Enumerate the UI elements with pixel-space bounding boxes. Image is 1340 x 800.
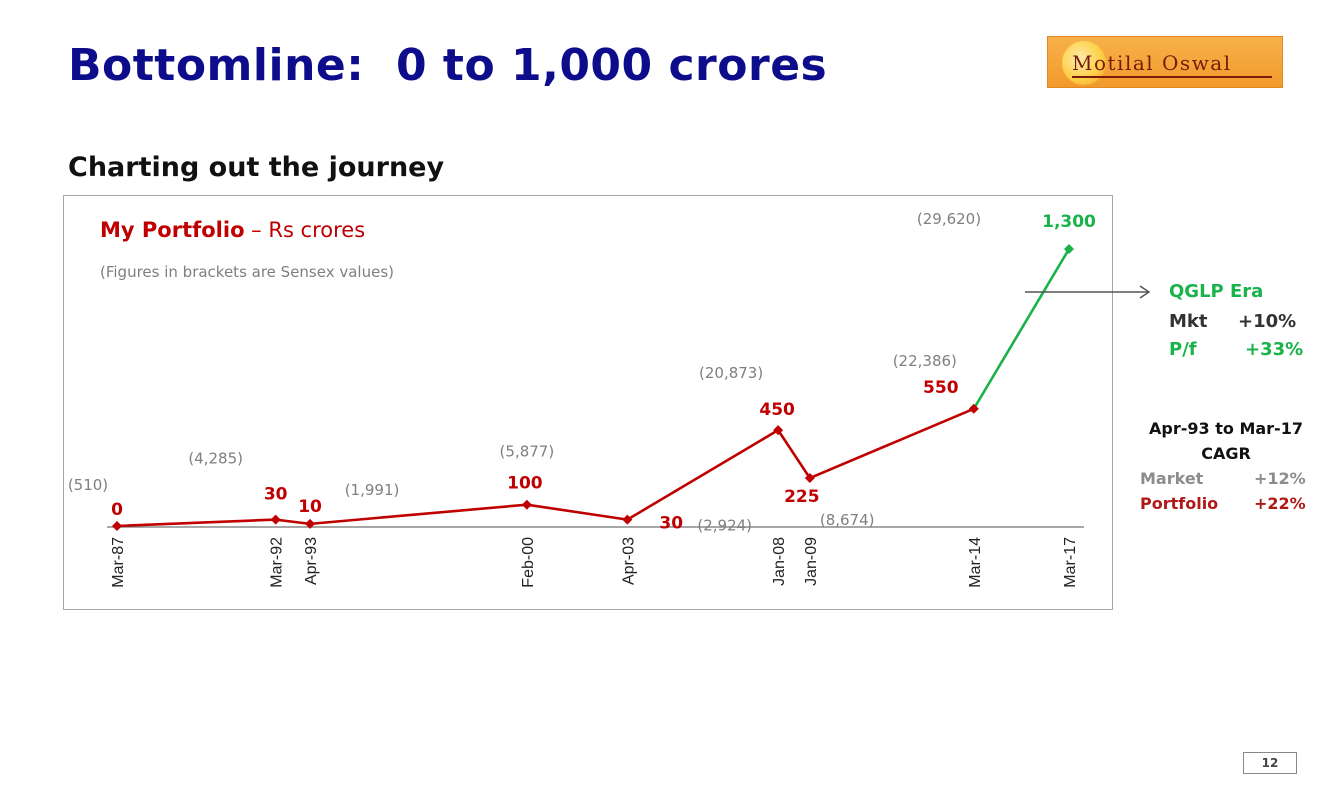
qglp-heading: QGLP Era (1169, 281, 1264, 302)
cagr-portfolio-value: +22% (1254, 494, 1306, 513)
line-segment (972, 247, 1071, 411)
cagr-market-value: +12% (1254, 469, 1306, 488)
logo-text: Motilal Oswal (1072, 51, 1232, 75)
sensex-label: (5,877) (500, 443, 555, 461)
cagr-period: Apr-93 to Mar-17 (1149, 419, 1303, 438)
chart-frame: My Portfolio – Rs crores (Figures in brac… (63, 195, 1113, 610)
line-segment (525, 503, 629, 521)
line-segment (115, 518, 277, 528)
cagr-heading: CAGR (1201, 444, 1251, 463)
data-point-marker (305, 518, 316, 529)
data-label: 225 (784, 487, 820, 507)
data-label: 0 (111, 500, 123, 520)
x-tick-label: Jan-08 (771, 537, 788, 586)
data-label: 30 (264, 485, 288, 505)
line-segment (776, 428, 812, 480)
chart-title: My Portfolio – Rs crores (100, 218, 365, 242)
data-point-marker (968, 403, 979, 414)
data-point-marker (773, 425, 784, 436)
chart-title-unit: – Rs crores (245, 218, 366, 242)
qglp-mkt-value: +10% (1238, 311, 1297, 332)
line-segment (308, 503, 529, 526)
x-tick-label: Mar-14 (967, 537, 984, 588)
cagr-portfolio-row: Portfolio +22% (1126, 491, 1326, 516)
data-point-marker (112, 521, 122, 531)
sensex-label: (20,873) (699, 364, 763, 382)
sensex-label: (2,924) (697, 517, 752, 535)
sensex-label: (1,991) (345, 481, 400, 499)
data-label: 1,300 (1042, 212, 1096, 232)
line-segment (808, 407, 976, 480)
qglp-mkt-label: Mkt (1169, 311, 1208, 332)
line-segment (274, 518, 312, 526)
x-tick-label: Apr-93 (303, 537, 320, 585)
page-number: 12 (1243, 752, 1297, 774)
portfolio-line-chart: My Portfolio – Rs crores (Figures in brac… (68, 210, 1096, 588)
data-point-marker (1064, 244, 1074, 254)
sensex-label: (29,620) (917, 210, 981, 228)
logo-underline (1072, 76, 1272, 78)
x-tick-label: Mar-92 (269, 537, 286, 588)
chart-title-bold: My Portfolio (100, 218, 245, 242)
company-logo: Motilal Oswal (1047, 36, 1283, 88)
x-tick-label: Apr-03 (620, 537, 637, 585)
data-label: 10 (298, 497, 322, 517)
data-point-marker (270, 514, 281, 525)
data-point-marker (521, 499, 532, 510)
cagr-box: Apr-93 to Mar-17 CAGR Market +12% Portfo… (1126, 416, 1326, 516)
line-segment (626, 428, 780, 521)
slide-subtitle: Charting out the journey (68, 152, 445, 183)
sensex-label: (8,674) (820, 511, 875, 529)
data-point-marker (804, 473, 815, 484)
cagr-market-label: Market (1140, 469, 1204, 488)
data-label: 100 (507, 474, 543, 494)
chart-note: (Figures in brackets are Sensex values) (100, 263, 394, 281)
sensex-label: (4,285) (188, 450, 243, 468)
data-label: 450 (759, 400, 795, 420)
qglp-arrow-head (1139, 285, 1151, 299)
x-tick-label: Feb-00 (520, 537, 537, 588)
data-label: 30 (659, 514, 683, 534)
data-point-marker (622, 514, 633, 525)
cagr-market-row: Market +12% (1126, 466, 1326, 491)
qglp-pf-label: P/f (1169, 339, 1197, 360)
slide-title: Bottomline: 0 to 1,000 crores (68, 40, 828, 91)
cagr-portfolio-label: Portfolio (1140, 494, 1219, 513)
x-tick-label: Mar-87 (110, 537, 127, 588)
x-tick-label: Mar-17 (1062, 537, 1079, 588)
data-label: 550 (923, 378, 959, 398)
x-tick-label: Jan-09 (803, 537, 820, 586)
qglp-pf-value: +33% (1245, 339, 1304, 360)
sensex-label: (22,386) (893, 352, 957, 370)
sensex-label: (510) (68, 476, 108, 494)
